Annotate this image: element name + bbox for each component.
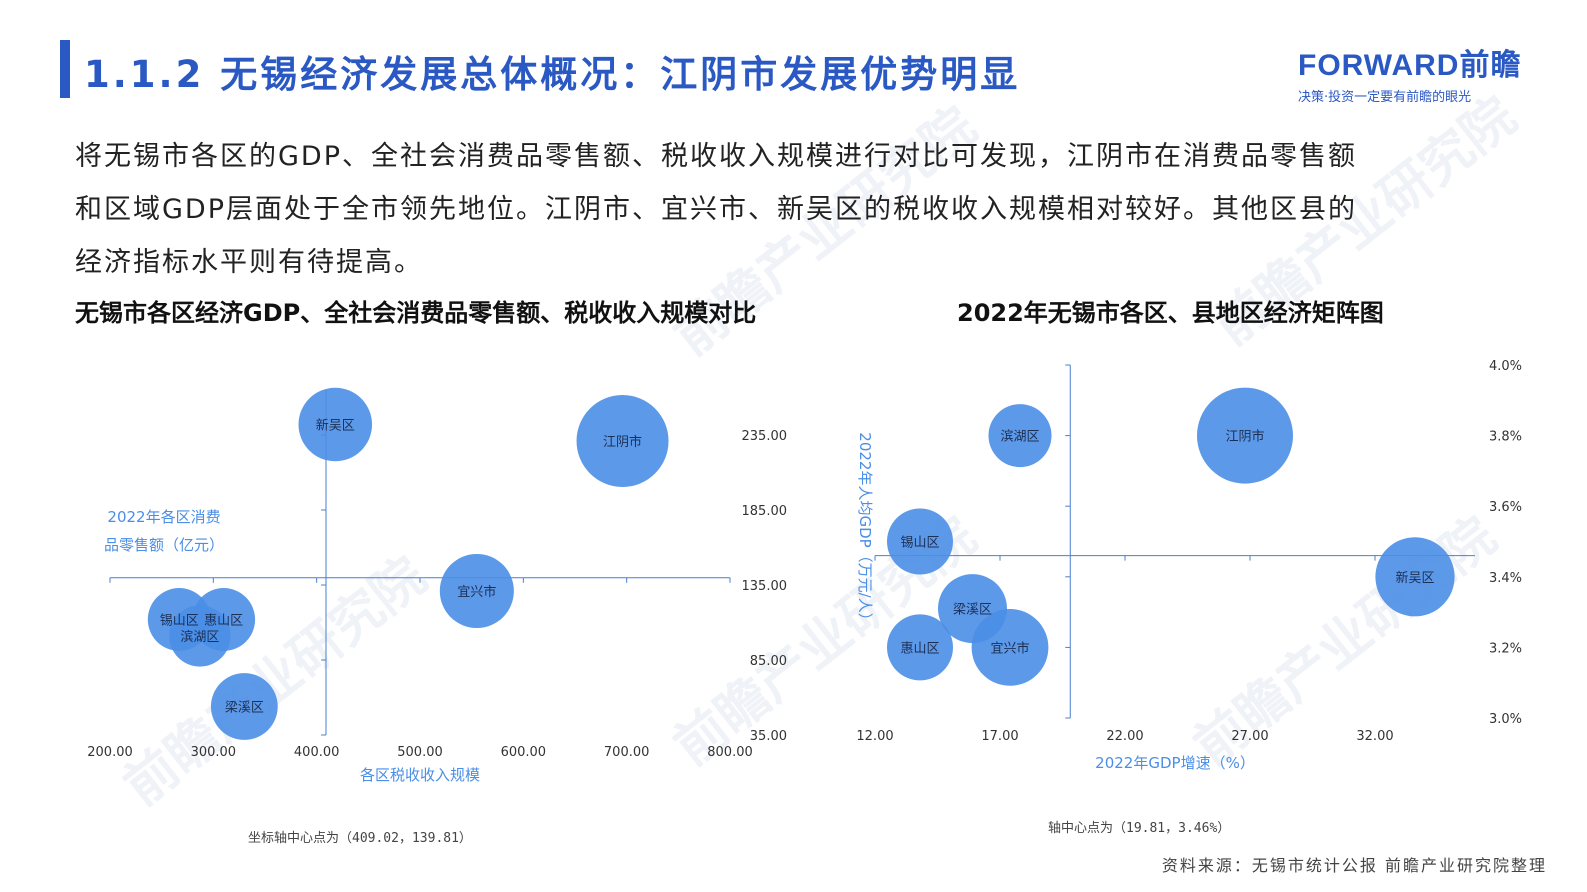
bubble-label: 梁溪区 [225, 701, 264, 716]
bubble-label: 惠山区 [900, 641, 939, 656]
bubble [439, 553, 514, 629]
bubble [210, 673, 278, 740]
intro-line: 经济指标水平则有待提高。 [75, 247, 423, 278]
y-tick-label: 3.0% [1489, 712, 1522, 727]
x-tick-label: 12.00 [856, 729, 893, 744]
chart1-bubble-chart: 200.00 300.00 400.00 500.00 600.00 700.00 800.… [87, 387, 788, 784]
bubble-label: 新吴区 [316, 418, 355, 434]
intro-paragraph: 将无锡市各区的GDP、全社会消费品零售额、税收收入规模进行对比可发现，江阴市在消… [75, 130, 1475, 289]
bubble-label: 宜兴市 [990, 640, 1029, 656]
x-tick-label: 300.00 [191, 745, 237, 760]
source-note: 资料来源：无锡市统计公报 前瞻产业研究院整理 [1161, 856, 1547, 875]
y-tick-label: 3.4% [1489, 571, 1522, 586]
x-tick-label: 600.00 [501, 745, 547, 760]
intro-line: 和区域GDP层面处于全市领先地位。江阴市、宜兴市、新吴区的税收收入规模相对较好。… [75, 194, 1357, 225]
bubble-label: 江阴市 [603, 434, 642, 450]
x-tick-label: 500.00 [397, 745, 443, 760]
logo: FORWARD前瞻 决策·投资一定要有前瞻的眼光 [1298, 40, 1528, 105]
bubble-label: 梁溪区 [953, 603, 992, 618]
x-tick-label: 27.00 [1231, 729, 1268, 744]
x-tick-label: 32.00 [1356, 729, 1393, 744]
y-tick-label: 135.00 [742, 579, 788, 594]
intro-line: 将无锡市各区的GDP、全社会消费品零售额、税收收入规模进行对比可发现，江阴市在消… [75, 141, 1357, 172]
bubble [971, 609, 1049, 686]
x-axis-title: 2022年GDP增速（%） [1095, 754, 1255, 772]
y-axis-title: 2022年人均GDP（万元/人） [856, 432, 874, 627]
chart2-title: 2022年无锡市各区、县地区经济矩阵图 [957, 299, 1384, 327]
chart1-title: 无锡市各区经济GDP、全社会消费品零售额、税收收入规模对比 [75, 299, 757, 327]
y-tick-label: 3.8% [1489, 430, 1522, 445]
bubble [298, 387, 373, 462]
chart2-bubble-chart: 12.00 17.00 22.00 27.00 32.00 3.0% 3.2% 3.4% 3.6… [856, 359, 1522, 772]
y-tick-label: 3.6% [1489, 500, 1522, 515]
y-tick-label: 85.00 [750, 654, 787, 669]
y-tick-label: 4.0% [1489, 359, 1522, 374]
y-axis-title: 2022年各区消费 [107, 508, 220, 526]
chart1-axis-center-note: 坐标轴中心点为（409.02，139.81） [248, 831, 472, 846]
logo-slogan: 决策·投资一定要有前瞻的眼光 [1298, 90, 1472, 105]
x-tick-label: 800.00 [707, 745, 753, 760]
bubble-label: 宜兴市 [457, 584, 496, 600]
bubble [887, 614, 953, 681]
bubble [576, 395, 669, 487]
x-tick-label: 22.00 [1106, 729, 1143, 744]
x-tick-label: 200.00 [87, 745, 133, 760]
bubble-label: 锡山区 [900, 536, 939, 551]
bubble-label: 锡山区 [160, 614, 199, 629]
y-tick-label: 235.00 [742, 429, 788, 444]
bubble [988, 404, 1052, 468]
y-tick-label: 185.00 [742, 504, 788, 519]
bubble-label: 新吴区 [1395, 570, 1434, 586]
bubble [169, 605, 231, 667]
bubble-label: 江阴市 [1225, 429, 1264, 445]
y-tick-label: 35.00 [750, 729, 787, 744]
y-axis-title: 品零售额（亿元） [104, 536, 224, 554]
bubble [887, 508, 953, 575]
y-tick-label: 3.2% [1489, 641, 1522, 656]
x-axis-title: 各区税收收入规模 [360, 766, 480, 784]
bubble-label: 惠山区 [204, 614, 243, 629]
bubble [1197, 387, 1293, 484]
x-tick-label: 700.00 [604, 745, 650, 760]
bubble [1375, 537, 1455, 617]
chart2-axis-center-note: 轴中心点为（19.81，3.46%） [1048, 821, 1231, 836]
bubble-label: 滨湖区 [180, 629, 219, 645]
page-title: 1.1.2 无锡经济发展总体概况：江阴市发展优势明显 [84, 53, 1021, 96]
bubble-label: 滨湖区 [1000, 429, 1039, 445]
x-tick-label: 400.00 [294, 745, 340, 760]
x-tick-label: 17.00 [981, 729, 1018, 744]
logo-main-text: FORWARD前瞻 [1298, 49, 1522, 82]
title-accent-bar [60, 40, 70, 98]
